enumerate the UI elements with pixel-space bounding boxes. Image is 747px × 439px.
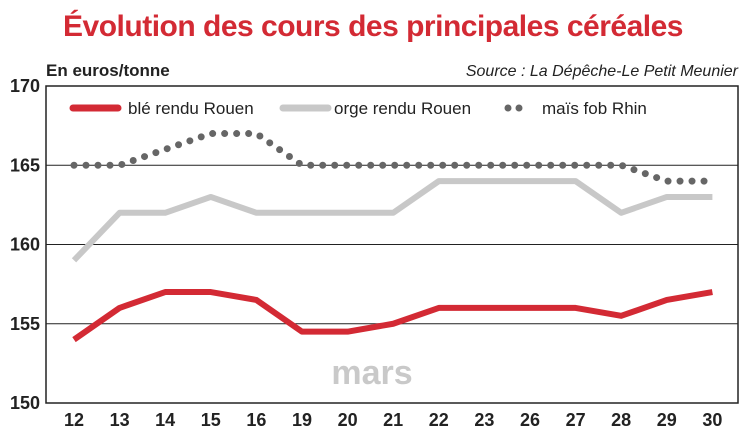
x-tick-label: 28 bbox=[611, 410, 631, 430]
month-label: mars bbox=[331, 354, 412, 392]
x-tick-label: 20 bbox=[338, 410, 358, 430]
x-tick-label: 13 bbox=[110, 410, 130, 430]
legend: blé rendu Rouen orge rendu Rouen maïs fob … bbox=[69, 99, 647, 118]
series-layer bbox=[70, 130, 716, 343]
y-tick-label: 160 bbox=[10, 235, 40, 255]
x-tick-label: 26 bbox=[520, 410, 540, 430]
legend-label: maïs fob Rhin bbox=[542, 99, 647, 118]
x-tick-label: 14 bbox=[155, 410, 175, 430]
y-tick-label: 170 bbox=[10, 76, 40, 96]
x-axis: 12 13 14 15 16 19 20 21 22 23 26 27 28 29 30 bbox=[64, 410, 722, 430]
unit-label: En euros/tonne bbox=[46, 61, 170, 80]
y-tick-label: 150 bbox=[10, 393, 40, 413]
legend-label: blé rendu Rouen bbox=[128, 99, 254, 118]
x-tick-label: 21 bbox=[383, 410, 403, 430]
x-tick-label: 12 bbox=[64, 410, 84, 430]
x-tick-label: 30 bbox=[702, 410, 722, 430]
y-tick-label: 165 bbox=[10, 155, 40, 175]
legend-label: orge rendu Rouen bbox=[334, 99, 471, 118]
y-axis: 150 155 160 165 170 bbox=[10, 76, 40, 413]
series-line-2 bbox=[70, 130, 716, 185]
chart-title: Évolution des cours des principales céré… bbox=[63, 9, 683, 43]
x-tick-label: 27 bbox=[566, 410, 586, 430]
series-line-1 bbox=[71, 178, 713, 263]
x-tick-label: 15 bbox=[201, 410, 221, 430]
x-tick-label: 19 bbox=[292, 410, 312, 430]
x-tick-label: 23 bbox=[474, 410, 494, 430]
x-tick-label: 22 bbox=[429, 410, 449, 430]
y-tick-label: 155 bbox=[10, 314, 40, 334]
x-tick-label: 16 bbox=[246, 410, 266, 430]
plot-frame bbox=[45, 85, 739, 404]
x-tick-label: 29 bbox=[657, 410, 677, 430]
source-label: Source : La Dépêche-Le Petit Meunier bbox=[466, 63, 739, 80]
series-line-0 bbox=[72, 289, 713, 343]
